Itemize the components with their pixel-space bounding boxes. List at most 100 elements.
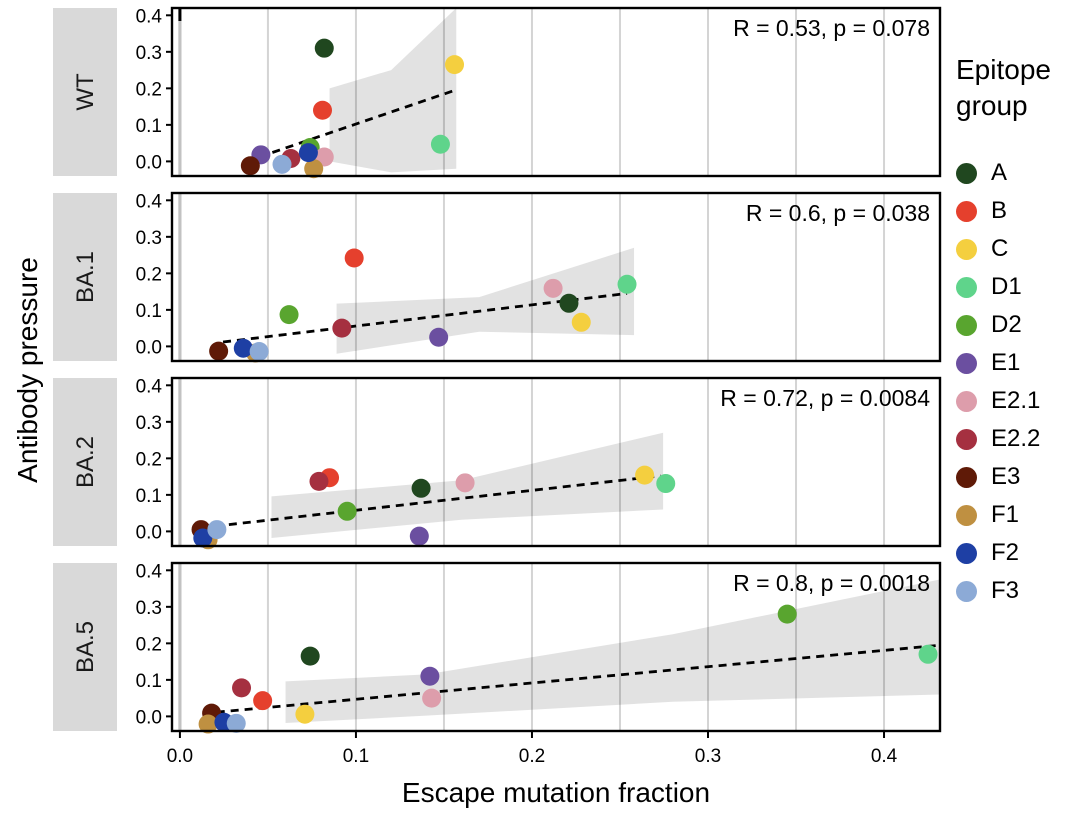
- facet-strip: [53, 378, 117, 546]
- panel-border: [170, 376, 942, 548]
- y-tick-label: 0.3: [136, 413, 162, 434]
- legend-item-label: E2.2: [991, 425, 1041, 452]
- legend-item-label: F3: [991, 577, 1020, 604]
- point-E1: [420, 666, 440, 686]
- facet-panel-BA.2: BA.2 0.0 0.1 0.2 0.3 0.4 R = 0.72, p = 0.0084: [53, 376, 942, 550]
- legend-item-label: E1: [991, 349, 1021, 376]
- point-A: [559, 293, 579, 313]
- point-F1: [304, 159, 324, 179]
- legend-item-F1: F1: [956, 496, 1080, 534]
- y-tick-label: 0.2: [136, 264, 162, 285]
- point-A: [300, 646, 320, 666]
- legend-swatch-A: [956, 162, 977, 184]
- regression-line: [202, 643, 941, 715]
- facet-strip-label: BA.1: [72, 251, 99, 303]
- legend-item-label: D1: [991, 273, 1022, 300]
- point-E2.2: [309, 471, 329, 491]
- confidence-band: [336, 247, 635, 354]
- y-tick-label: 0.2: [136, 449, 162, 470]
- y-tick-label: 0.1: [136, 671, 162, 692]
- point-E2.1: [422, 688, 442, 708]
- point-E2.2: [232, 678, 252, 698]
- legend-item-label: F2: [991, 539, 1020, 566]
- legend-swatch-F1: [956, 504, 977, 526]
- y-tick-label: 0.4: [136, 376, 163, 397]
- legend-item-label: E2.1: [991, 387, 1041, 414]
- point-F3: [207, 520, 227, 540]
- legend-item-F3: F3: [956, 572, 1080, 610]
- facet-panel-BA.5: BA.5 0.0 0.1 0.2 0.3 0.4 R = 0.8, p = 0.0018: [53, 561, 942, 734]
- legend-item-E3: E3: [956, 458, 1080, 496]
- point-D1: [918, 644, 938, 664]
- point-F2: [193, 528, 213, 548]
- correlation-annotation: R = 0.53, p = 0.078: [733, 15, 930, 41]
- legend-item-A: A: [956, 154, 1080, 192]
- point-A: [314, 38, 334, 58]
- point-B: [313, 100, 333, 120]
- y-tick-label: 0.4: [136, 561, 163, 582]
- correlation-annotation: R = 0.6, p = 0.038: [746, 200, 930, 226]
- point-E2.1: [543, 278, 563, 298]
- legend-title-line-1: Epitope: [956, 54, 1051, 85]
- legend-swatch-E2.1: [956, 390, 977, 412]
- point-F3: [226, 713, 246, 733]
- correlation-annotation: R = 0.72, p = 0.0084: [720, 385, 930, 411]
- point-A: [411, 478, 431, 498]
- legend-item-E2.2: E2.2: [956, 420, 1080, 458]
- y-tick-label: 0.4: [136, 191, 163, 212]
- x-tick-label: 0.3: [695, 746, 721, 767]
- x-tick-label: 0.1: [343, 746, 369, 767]
- facet-strip-label: BA.2: [72, 436, 99, 488]
- x-tick-label: 0.2: [519, 746, 545, 767]
- point-F2: [233, 338, 253, 358]
- facet-strip-label: WT: [72, 73, 99, 111]
- legend-item-label: B: [991, 197, 1008, 224]
- legend-item-label: F1: [991, 501, 1020, 528]
- legend-swatch-F2: [956, 542, 977, 564]
- facet-panel-BA.1: BA.1 0.0 0.1 0.2 0.3 0.4 R = 0.6, p = 0.038: [53, 191, 942, 363]
- point-E3: [209, 341, 229, 361]
- y-tick-label: 0.1: [136, 486, 162, 507]
- point-D2: [777, 604, 797, 624]
- legend-swatch-D1: [956, 276, 977, 298]
- legend-swatch-E1: [956, 352, 977, 374]
- point-F1: [198, 714, 218, 734]
- panel-border: [170, 191, 942, 363]
- point-E2.2: [332, 318, 352, 338]
- legend-item-E2.1: E2.1: [956, 382, 1080, 420]
- legend-title: Epitope group: [956, 52, 1080, 124]
- point-D1: [656, 474, 676, 494]
- legend-item-label: A: [991, 159, 1008, 186]
- point-E2.1: [455, 473, 475, 493]
- facet-strip: [53, 563, 117, 731]
- legend-item-D1: D1: [956, 268, 1080, 306]
- y-tick-label: 0.0: [136, 152, 162, 173]
- point-F3: [249, 342, 269, 362]
- legend-item-D2: D2: [956, 306, 1080, 344]
- regression-line: [258, 88, 457, 159]
- y-tick-label: 0.4: [136, 6, 163, 27]
- y-tick-label: 0.3: [136, 228, 162, 249]
- legend: Epitope group A B C D1 D2 E1 E2.1 E2.2 E3 F1 F2 F3: [956, 52, 1080, 610]
- legend-swatch-F3: [956, 580, 977, 602]
- x-tick-label: 0.4: [871, 746, 898, 767]
- legend-item-label: D2: [991, 311, 1022, 338]
- y-tick-label: 0.1: [136, 301, 162, 322]
- confidence-band: [329, 8, 457, 173]
- point-C: [295, 704, 315, 724]
- y-tick-label: 0.0: [136, 337, 162, 358]
- point-C: [571, 312, 591, 332]
- legend-item-F2: F2: [956, 534, 1080, 572]
- legend-items: A B C D1 D2 E1 E2.1 E2.2 E3 F1 F2 F3: [956, 154, 1080, 610]
- point-D2: [337, 501, 357, 521]
- facet-strip: [53, 193, 117, 361]
- correlation-annotation: R = 0.8, p = 0.0018: [733, 570, 930, 596]
- legend-item-B: B: [956, 192, 1080, 230]
- point-D2: [279, 305, 299, 325]
- point-E1: [429, 327, 449, 347]
- regression-line: [200, 474, 661, 530]
- legend-swatch-C: [956, 238, 977, 260]
- y-tick-label: 0.0: [136, 522, 162, 543]
- point-F3: [272, 154, 292, 174]
